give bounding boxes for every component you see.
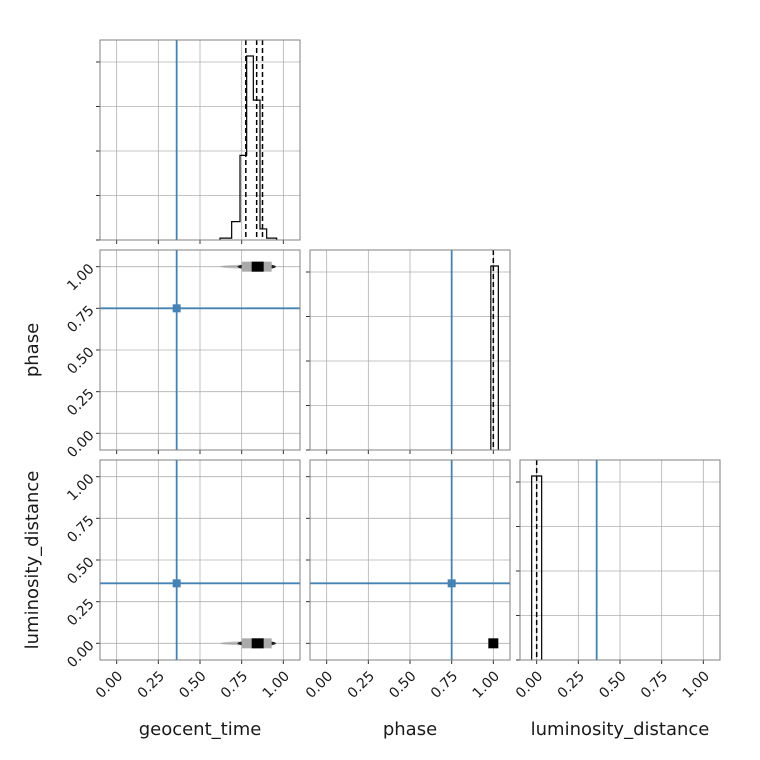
y-tick-label: 0.25 [64, 386, 97, 419]
x-tick-label: 0.00 [513, 668, 546, 701]
x-tick-label: 0.25 [345, 668, 378, 701]
x-tick-label: 0.00 [303, 668, 336, 701]
truth-marker [172, 304, 181, 313]
panel-frame [519, 459, 721, 661]
x-tick-label: 0.75 [428, 668, 461, 701]
y-axis-label-phase: phase [22, 323, 43, 377]
panel-geocent_time-vs-phase: 0.00 0.25 0.50 0.75 1.00 phase [22, 249, 301, 461]
x-axis-label-luminosity_distance: luminosity_distance [531, 719, 710, 740]
x-tick-label: 0.50 [386, 668, 419, 701]
panel-hist-geocent_time [96, 39, 301, 244]
x-axis-label-phase: phase [383, 719, 437, 740]
histogram-geocent_time [219, 55, 278, 240]
panel-frame [309, 459, 511, 661]
x-tick-label: 1.00 [470, 668, 503, 701]
x-axis-label-geocent_time: geocent_time [139, 719, 262, 740]
density-box-dark [251, 638, 264, 649]
panel-frame [309, 249, 511, 451]
x-tick-label: 1.00 [260, 668, 293, 701]
panel-frame [99, 249, 301, 451]
y-tick-label: 0.00 [64, 638, 97, 671]
density-point [488, 638, 499, 649]
x-tick-label: 0.75 [218, 668, 251, 701]
y-tick-label: 0.25 [64, 596, 97, 629]
x-tick-label: 0.25 [135, 668, 168, 701]
truth-marker [172, 579, 181, 588]
panel-frame [99, 459, 301, 661]
y-tick-label: 0.00 [64, 428, 97, 461]
y-tick-label: 1.00 [64, 261, 97, 294]
x-tick-label: 0.50 [176, 668, 209, 701]
x-tick-label: 0.25 [555, 668, 588, 701]
y-tick-label: 1.00 [64, 471, 97, 504]
x-tick-label: 0.50 [596, 668, 629, 701]
x-tick-label: 1.00 [680, 668, 713, 701]
density-box-dark [251, 261, 264, 272]
x-tick-label: 0.00 [93, 668, 126, 701]
panel-hist-luminosity_distance: 0.00 0.25 0.50 0.75 1.00 luminosity_distance [513, 459, 721, 740]
y-tick-label: 0.50 [64, 554, 97, 587]
panel-hist-phase [306, 249, 511, 454]
y-tick-label: 0.75 [64, 513, 97, 546]
panel-geocent_time-vs-luminosity_distance: 0.000.250.500.751.00luminosity_distance0… [22, 459, 301, 740]
y-tick-label: 0.50 [64, 344, 97, 377]
y-tick-label: 0.75 [64, 303, 97, 336]
panel-frame [99, 39, 301, 241]
y-axis-label-luminosity_distance: luminosity_distance [22, 471, 43, 650]
panel-phase-vs-luminosity_distance: 0.00 0.25 0.50 0.75 1.00 phase [303, 459, 511, 740]
x-tick-label: 0.75 [638, 668, 671, 701]
truth-marker [447, 579, 456, 588]
